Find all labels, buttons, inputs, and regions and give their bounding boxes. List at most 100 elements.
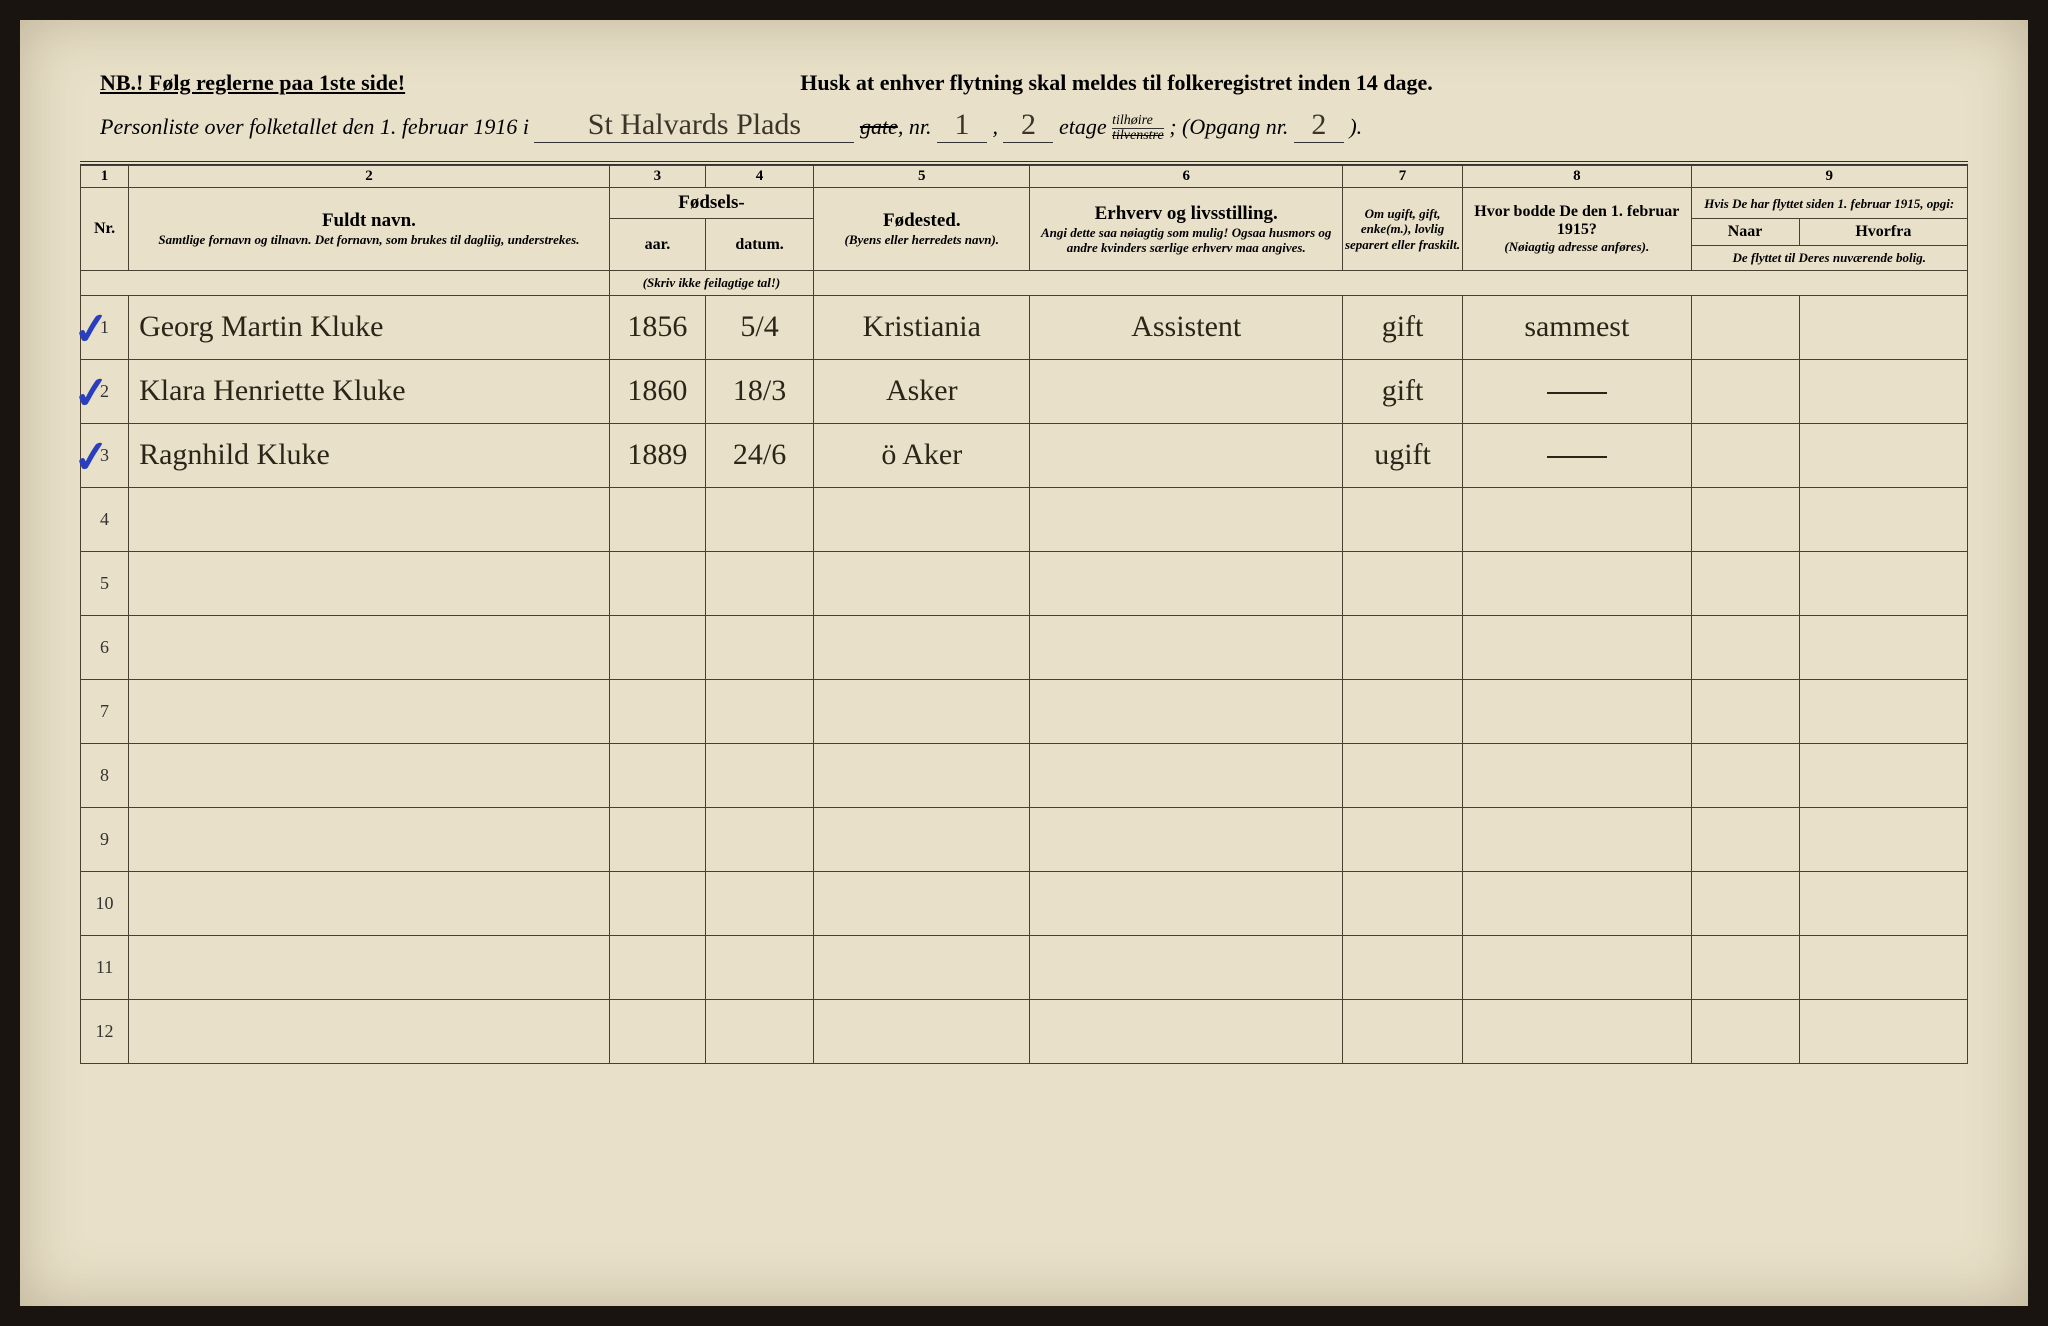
cell-aar	[609, 615, 705, 679]
cell-hvorfra	[1799, 295, 1967, 359]
colnum-8: 8	[1463, 166, 1691, 188]
cell-name: Georg Martin Kluke	[129, 295, 610, 359]
cell-name	[129, 999, 610, 1063]
cell-bodde	[1463, 423, 1691, 487]
cell-hvorfra	[1799, 935, 1967, 999]
table-row: 2✓Klara Henriette Kluke186018/3Askergift	[81, 359, 1968, 423]
row-nr: 8	[81, 743, 129, 807]
table-row: 7	[81, 679, 1968, 743]
cell-naar	[1691, 551, 1799, 615]
col-flyttet-label: Hvis De har flyttet siden 1. februar 191…	[1691, 188, 1968, 219]
table-row: 6	[81, 615, 1968, 679]
header-line1: NB.! Følg reglerne paa 1ste side! Husk a…	[80, 70, 1968, 96]
cell-datum	[705, 807, 813, 871]
checkmark-icon: ✓	[71, 302, 112, 356]
cell-bodde	[1463, 807, 1691, 871]
col-name-label: Fuldt navn. Samtlige fornavn og tilnavn.…	[129, 188, 610, 271]
cell-erhverv	[1030, 487, 1342, 551]
cell-hvorfra	[1799, 871, 1967, 935]
table-row: 3✓Ragnhild Kluke188924/6ö Akerugift	[81, 423, 1968, 487]
cell-name	[129, 871, 610, 935]
cell-aar	[609, 935, 705, 999]
cell-sted	[814, 999, 1030, 1063]
cell-naar	[1691, 807, 1799, 871]
cell-gift	[1342, 487, 1462, 551]
row-nr: 4	[81, 487, 129, 551]
cell-sted	[814, 551, 1030, 615]
cell-bodde	[1463, 615, 1691, 679]
cell-erhverv	[1030, 999, 1342, 1063]
cell-datum	[705, 679, 813, 743]
cell-bodde	[1463, 679, 1691, 743]
col-naar-label: Naar	[1691, 219, 1799, 246]
row-nr: 7	[81, 679, 129, 743]
reminder-text: Husk at enhver flytning skal meldes til …	[800, 70, 1433, 96]
col-bodde-label: Hvor bodde De den 1. februar 1915? (Nøia…	[1463, 188, 1691, 271]
tilhoire: tilhøire	[1112, 114, 1164, 129]
opgang-value: 2	[1294, 108, 1344, 143]
cell-gift	[1342, 679, 1462, 743]
row-nr: 11	[81, 935, 129, 999]
table-row: 8	[81, 743, 1968, 807]
colnum-7: 7	[1342, 166, 1462, 188]
cell-hvorfra	[1799, 999, 1967, 1063]
cell-aar	[609, 551, 705, 615]
cell-hvorfra	[1799, 679, 1967, 743]
colnum-6: 6	[1030, 166, 1342, 188]
nb-warning: NB.! Følg reglerne paa 1ste side!	[100, 70, 405, 96]
cell-aar	[609, 871, 705, 935]
cell-sted	[814, 743, 1030, 807]
cell-datum	[705, 551, 813, 615]
cell-datum: 5/4	[705, 295, 813, 359]
cell-datum	[705, 743, 813, 807]
cell-hvorfra	[1799, 423, 1967, 487]
cell-gift	[1342, 807, 1462, 871]
cell-erhverv: Assistent	[1030, 295, 1342, 359]
cell-datum	[705, 999, 813, 1063]
cell-gift	[1342, 743, 1462, 807]
cell-erhverv	[1030, 743, 1342, 807]
table-row: 12	[81, 999, 1968, 1063]
colnum-4: 4	[705, 166, 813, 188]
cell-hvorfra	[1799, 359, 1967, 423]
cell-sted	[814, 807, 1030, 871]
cell-hvorfra	[1799, 807, 1967, 871]
cell-aar: 1889	[609, 423, 705, 487]
opgang-label: ; (Opgang nr.	[1169, 114, 1288, 139]
cell-gift	[1342, 615, 1462, 679]
cell-datum: 18/3	[705, 359, 813, 423]
cell-name	[129, 743, 610, 807]
row-nr: 3✓	[81, 423, 129, 487]
cell-naar	[1691, 423, 1799, 487]
cell-naar	[1691, 743, 1799, 807]
cell-datum	[705, 615, 813, 679]
nr-label: nr.	[909, 114, 932, 139]
cell-erhverv	[1030, 871, 1342, 935]
cell-gift	[1342, 935, 1462, 999]
cell-naar	[1691, 487, 1799, 551]
cell-bodde	[1463, 359, 1691, 423]
cell-bodde	[1463, 551, 1691, 615]
col-datum-label: datum.	[705, 219, 813, 271]
row-nr: 1✓	[81, 295, 129, 359]
cell-erhverv	[1030, 807, 1342, 871]
etage-value: 2	[1003, 108, 1053, 143]
cell-name	[129, 487, 610, 551]
cell-aar	[609, 743, 705, 807]
census-form-page: NB.! Følg reglerne paa 1ste side! Husk a…	[20, 20, 2028, 1306]
cell-erhverv	[1030, 615, 1342, 679]
cell-naar	[1691, 871, 1799, 935]
colnum-5: 5	[814, 166, 1030, 188]
col-flyttet-sub: De flyttet til Deres nuværende bolig.	[1691, 246, 1968, 271]
cell-sted	[814, 935, 1030, 999]
table-body: 1✓Georg Martin Kluke18565/4KristianiaAss…	[81, 295, 1968, 1063]
cell-aar	[609, 999, 705, 1063]
cell-datum	[705, 871, 813, 935]
col-aar-sub: (Skriv ikke feilagtige tal!)	[609, 271, 813, 296]
row-nr: 10	[81, 871, 129, 935]
cell-name: Ragnhild Kluke	[129, 423, 610, 487]
gate-struck: gate	[860, 114, 898, 139]
col-gift-label: Om ugift, gift, enke(m.), lovlig separer…	[1342, 188, 1462, 271]
cell-bodde	[1463, 999, 1691, 1063]
cell-sted	[814, 871, 1030, 935]
